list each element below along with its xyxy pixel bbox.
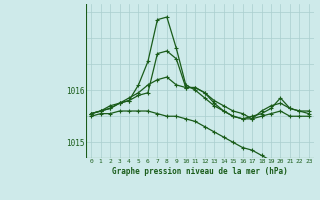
X-axis label: Graphe pression niveau de la mer (hPa): Graphe pression niveau de la mer (hPa) [112,167,288,176]
